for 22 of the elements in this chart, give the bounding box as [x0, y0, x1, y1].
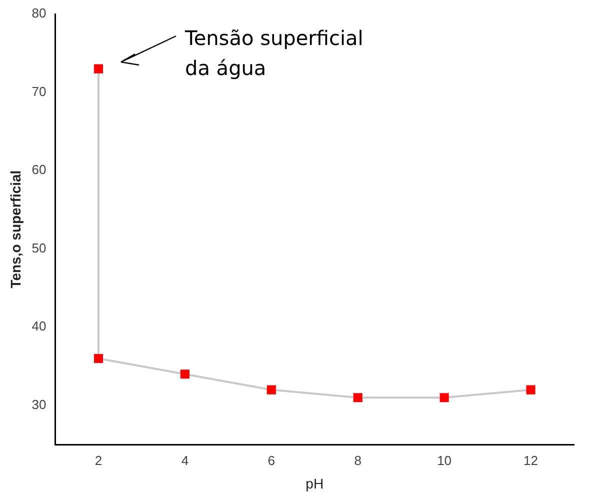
y-tick-label: 70 [32, 84, 46, 99]
annotation: Tensão superficial da água [184, 26, 364, 80]
x-tick-label: 10 [437, 452, 452, 468]
x-tick-label: 8 [354, 452, 362, 468]
y-tick-label: 50 [32, 240, 46, 256]
y-tick-label: 80 [32, 6, 46, 21]
point [94, 354, 104, 364]
x-tick-label: 12 [524, 452, 538, 468]
point [526, 385, 536, 394]
y-tick-label: 30 [32, 397, 46, 412]
y-axis-title: Tens‚o superficial [7, 170, 24, 288]
point [180, 370, 190, 379]
point [94, 64, 104, 74]
point [440, 393, 449, 402]
y-tick-label: 60 [32, 162, 46, 178]
x-tick-label: 2 [94, 452, 102, 468]
x-axis-title: pH [306, 475, 324, 492]
point [353, 393, 362, 402]
x-tick-label: 4 [181, 452, 189, 468]
y-tick-label: 40 [32, 318, 46, 334]
x-tick-label: 6 [268, 452, 276, 468]
point [266, 385, 276, 394]
